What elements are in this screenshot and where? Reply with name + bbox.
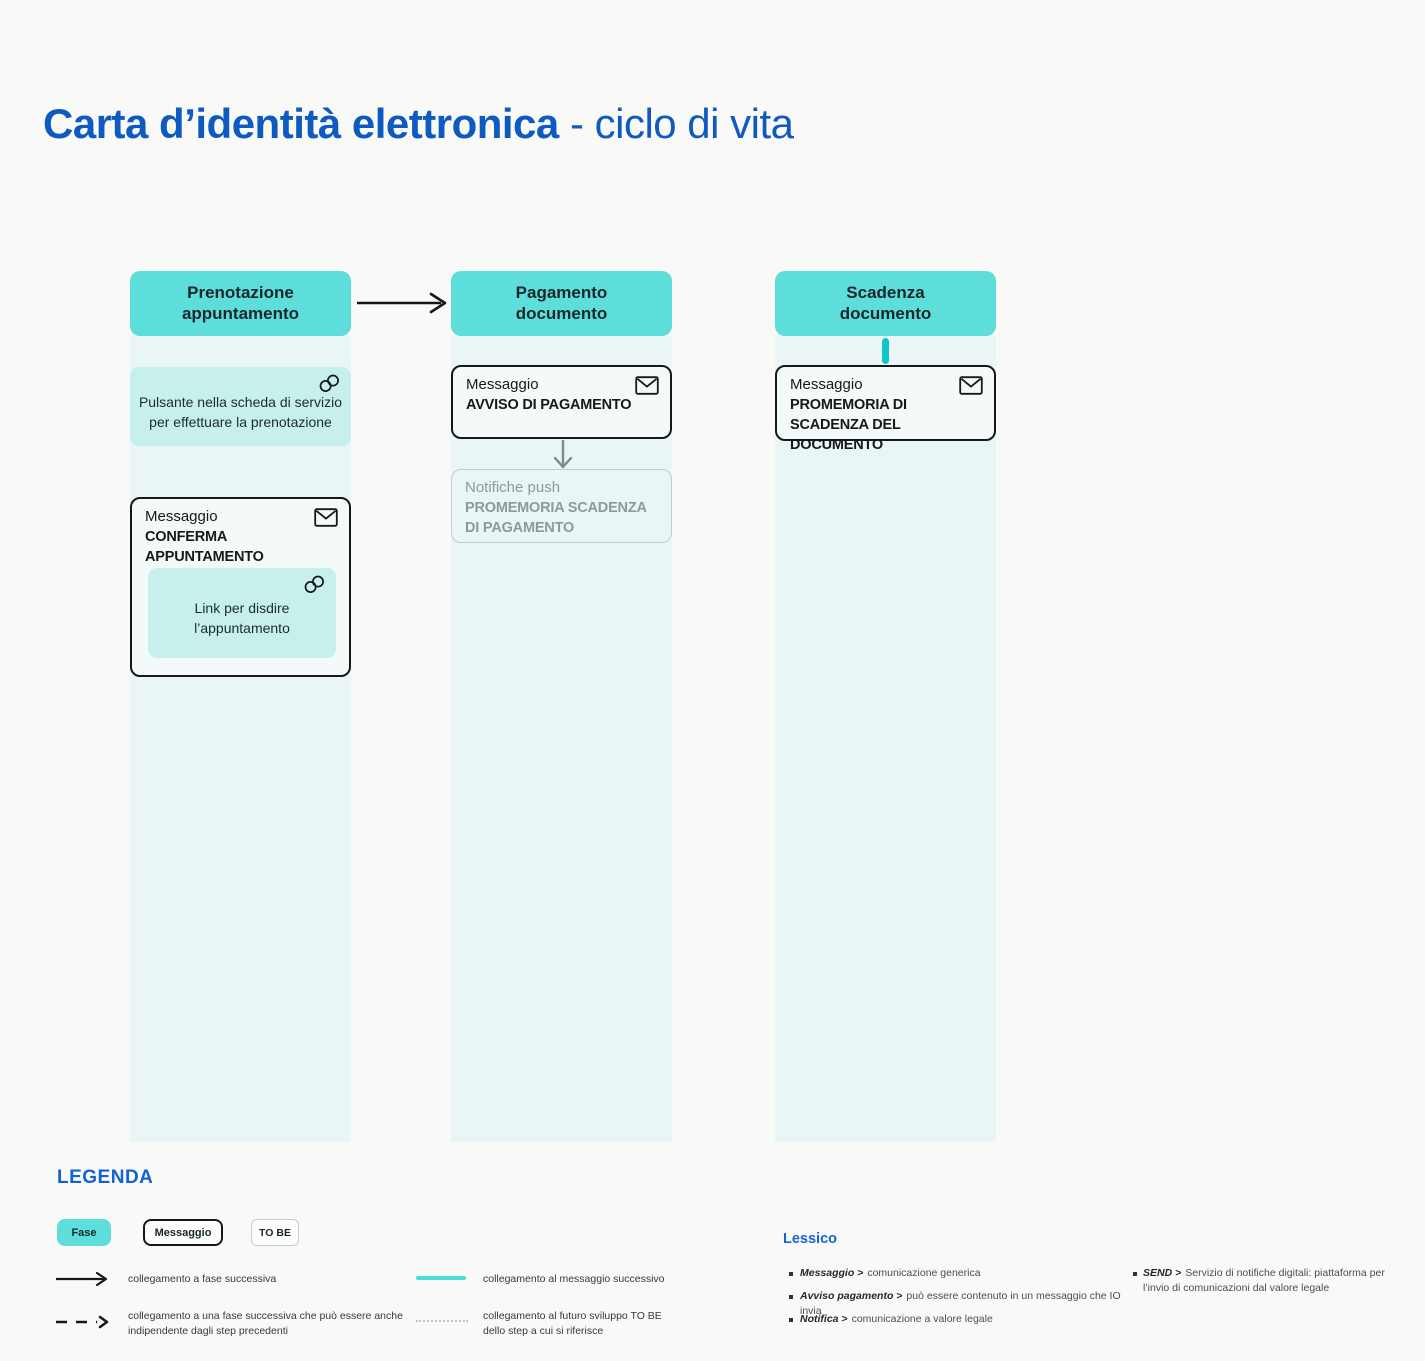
lessico-definition: comunicazione a valore legale (851, 1313, 993, 1325)
message-box-promemoria-scadenza: Messaggio PROMEMORIA DI SCADENZA DEL DOC… (775, 365, 996, 453)
legend-item-text: collegamento al futuro sviluppo TO BE de… (483, 1310, 662, 1337)
message-title: CONFERMA APPUNTAMENTO (145, 529, 264, 565)
bullet-icon (789, 1272, 793, 1276)
bullet-icon (1133, 1272, 1137, 1276)
phase-lane-prenotazione (130, 336, 351, 1142)
lessico-term: Avviso pagamento > (800, 1290, 903, 1302)
link-icon (318, 374, 341, 393)
page-title-subtitle: - ciclo di vita (569, 100, 794, 147)
message-title: AVVISO DI PAGAMENTO (466, 397, 632, 413)
lessico-definition: Servizio di notifiche digitali: piattafo… (1143, 1267, 1385, 1294)
message-connector-line (882, 338, 889, 364)
mail-icon (314, 508, 338, 527)
tobe-title: PROMEMORIA SCADENZA DI PAGAMENTO (465, 500, 647, 536)
solid-arrow-icon (56, 1271, 108, 1287)
lessico-heading: Lessico (783, 1231, 837, 1247)
link-box-text-line1: Link per disdire (194, 600, 290, 616)
phase-arrow-icon (357, 292, 447, 314)
phase-lane-scadenza (775, 336, 996, 1142)
legend-item-text: collegamento a una fase successiva che p… (128, 1310, 403, 1337)
down-arrow-icon (553, 440, 573, 469)
phase-header-label: Scadenza documento (839, 283, 932, 323)
phase-header-label: Prenotazione appuntamento (181, 283, 300, 323)
legend-heading: LEGENDA (57, 1167, 154, 1188)
action-box-prenotazione: Pulsante nella scheda di servizio per ef… (130, 367, 351, 446)
teal-line-icon (416, 1276, 466, 1280)
bullet-icon (789, 1318, 793, 1322)
action-box-text-line1: Pulsante nella scheda di servizio (138, 394, 343, 410)
page-title-bold: Carta d’identità elettronica (43, 100, 559, 147)
dashed-arrow-icon (56, 1315, 109, 1329)
lessico-entry: Notifica > comunicazione a valore legale (800, 1312, 1120, 1327)
lessico-term: Messaggio > (800, 1267, 864, 1279)
legend-pill-messaggio: Messaggio (143, 1219, 223, 1246)
phase-header-pagamento: Pagamento documento (451, 271, 672, 336)
lessico-term: Notifica > (800, 1313, 848, 1325)
legend-pill-label: Messaggio (154, 1226, 212, 1239)
phase-lane-pagamento (451, 336, 672, 1142)
message-box-avviso-pagamento: Messaggio AVVISO DI PAGAMENTO (451, 365, 672, 439)
message-label: Messaggio (790, 376, 863, 393)
bullet-icon (789, 1295, 793, 1299)
lessico-term: SEND > (1143, 1267, 1182, 1279)
link-box-text-line2: l’appuntamento (194, 620, 290, 636)
lessico-entry: Messaggio > comunicazione generica (800, 1266, 1120, 1281)
action-box-text-line2: per effettuare la prenotazione (149, 414, 332, 430)
legend-pill-label: Fase (71, 1226, 97, 1239)
tobe-label: Notifiche push (465, 479, 561, 496)
mail-icon (959, 376, 983, 395)
phase-header-label: Pagamento documento (515, 283, 608, 323)
tobe-box-notifiche-push: Notifiche push PROMEMORIA SCADENZA DI PA… (451, 469, 672, 543)
phase-header-scadenza: Scadenza documento (775, 271, 996, 336)
lessico-entry: SEND > Servizio di notifiche digitali: pi… (1143, 1266, 1411, 1296)
link-box-disdire: Link per disdire l’appuntamento (148, 568, 336, 658)
message-label: Messaggio (466, 376, 539, 393)
dotted-line-icon (416, 1320, 468, 1322)
phase-header-prenotazione: Prenotazione appuntamento (130, 271, 351, 336)
mail-icon (635, 376, 659, 395)
legend-item-text: collegamento a fase successiva (128, 1273, 277, 1285)
legend-pill-fase: Fase (57, 1219, 111, 1246)
message-box-conferma-appuntamento: Messaggio CONFERMA APPUNTAMENTO Link per… (130, 497, 351, 677)
message-label: Messaggio (145, 508, 218, 525)
legend-item-text: collegamento al messaggio successivo (483, 1273, 665, 1285)
lessico-entry: Avviso pagamento > può essere contenuto i… (800, 1289, 1130, 1319)
legend-pill-label: TO BE (259, 1226, 291, 1239)
message-title: PROMEMORIA DI SCADENZA DEL DOCUMENTO (790, 397, 907, 453)
link-icon (303, 575, 326, 594)
lessico-definition: comunicazione generica (867, 1267, 981, 1279)
lessico-definition: può essere contenuto in un messaggio che… (800, 1290, 1121, 1317)
legend-pill-tobe: TO BE (251, 1219, 299, 1246)
page-title: Carta d’identità elettronica - ciclo di … (43, 100, 794, 148)
